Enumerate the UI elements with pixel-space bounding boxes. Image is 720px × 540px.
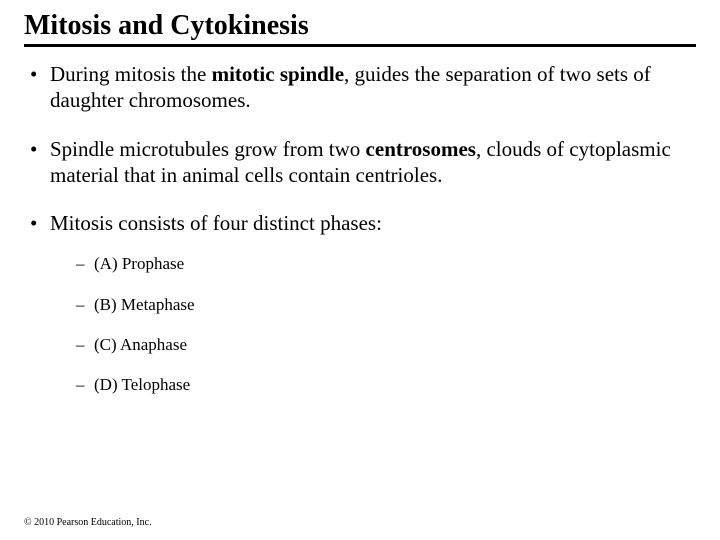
- title-rule: [24, 44, 696, 47]
- slide: Mitosis and Cytokinesis During mitosis t…: [0, 0, 720, 396]
- bullet-list: During mitosis the mitotic spindle, guid…: [24, 61, 696, 396]
- bullet-item: Mitosis consists of four distinct phases…: [30, 210, 696, 396]
- text-run: Mitosis consists of four distinct phases…: [50, 211, 382, 235]
- bold-term: mitotic spindle: [212, 62, 344, 86]
- slide-title: Mitosis and Cytokinesis: [24, 10, 696, 42]
- sub-item: (A) Prophase: [76, 254, 696, 274]
- text-run: Spindle microtubules grow from two: [50, 137, 366, 161]
- text-run: During mitosis the: [50, 62, 212, 86]
- sub-item: (D) Telophase: [76, 375, 696, 395]
- bullet-item: During mitosis the mitotic spindle, guid…: [30, 61, 696, 114]
- sub-list: (A) Prophase (B) Metaphase (C) Anaphase (D)…: [50, 254, 696, 396]
- bullet-item: Spindle microtubules grow from two centr…: [30, 136, 696, 189]
- copyright-footer: © 2010 Pearson Education, Inc.: [24, 517, 152, 528]
- sub-item: (B) Metaphase: [76, 295, 696, 315]
- sub-item: (C) Anaphase: [76, 335, 696, 355]
- bold-term: centrosomes: [366, 137, 476, 161]
